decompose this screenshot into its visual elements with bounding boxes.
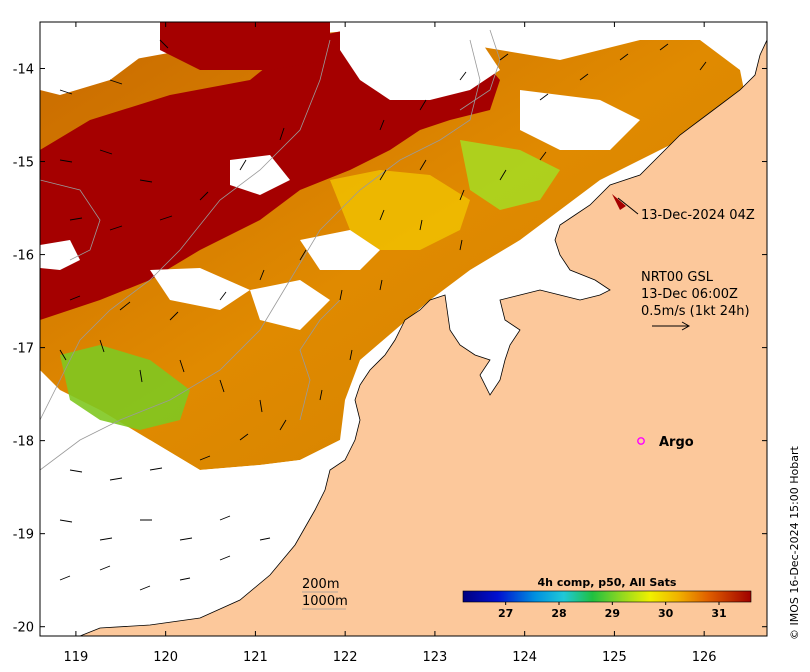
y-tick-label: -18 — [13, 435, 34, 450]
colorbar-tick-label: 29 — [605, 607, 620, 620]
track-timestamp-label: 13-Dec-2024 04Z — [641, 208, 755, 223]
x-tick-label: 120 — [153, 650, 178, 665]
isobath-200-label: 200m — [302, 577, 339, 592]
x-tick-label: 124 — [512, 650, 537, 665]
current-scale-arrow — [652, 321, 691, 331]
x-tick-label: 121 — [243, 650, 268, 665]
map-area — [40, 22, 767, 636]
y-tick-label: -19 — [13, 528, 34, 543]
x-axis: 119 120 121 122 123 124 125 126 — [63, 22, 717, 665]
colorbar: 4h comp, p50, All Sats 27 28 29 30 31 — [462, 576, 752, 620]
current-vectors — [59, 39, 707, 591]
argo-label: Argo — [659, 435, 694, 450]
argo-float-marker — [637, 437, 645, 445]
colorbar-title: 4h comp, p50, All Sats — [538, 576, 677, 589]
isobath-1000-label: 1000m — [302, 594, 348, 609]
credit-text: © IMOS 16-Dec-2024 15:00 Hobart — [788, 445, 801, 640]
plot-frame — [39, 21, 768, 637]
colorbar-tick-label: 28 — [551, 607, 566, 620]
sst-field-green-west — [60, 345, 190, 430]
y-tick-label: -17 — [13, 342, 34, 357]
current-scale-label: 0.5m/s (1kt 24h) — [641, 304, 750, 319]
colorbar-tick-label: 27 — [498, 607, 513, 620]
x-tick-label: 122 — [333, 650, 358, 665]
cloud-mask — [40, 22, 640, 636]
current-source-label: NRT00 GSL — [641, 270, 714, 285]
colorbar-tick-label: 31 — [711, 607, 726, 620]
current-time-label: 13-Dec 06:00Z — [641, 287, 738, 302]
colorbar-gradient — [462, 590, 752, 603]
colorbar-ticks: 27 28 29 30 31 — [498, 602, 727, 620]
sst-field-green-east — [460, 140, 560, 210]
x-tick-label: 125 — [602, 650, 627, 665]
y-tick-label: -15 — [13, 156, 34, 171]
track-marker — [612, 194, 626, 210]
isobath-contours — [40, 29, 501, 471]
australia-land — [79, 22, 767, 636]
x-tick-label: 123 — [422, 650, 447, 665]
sst-field-warm-yellow — [330, 170, 470, 250]
sst-field-hot-top — [160, 22, 330, 70]
colorbar-tick-label: 30 — [658, 607, 674, 620]
y-axis: -14 -15 -16 -17 -18 -19 -20 — [13, 63, 767, 636]
x-tick-label: 119 — [63, 650, 88, 665]
y-tick-label: -16 — [13, 249, 34, 264]
y-tick-label: -20 — [13, 621, 34, 636]
y-tick-label: -14 — [13, 63, 34, 78]
x-tick-label: 126 — [692, 650, 717, 665]
track-pointer — [617, 197, 639, 215]
